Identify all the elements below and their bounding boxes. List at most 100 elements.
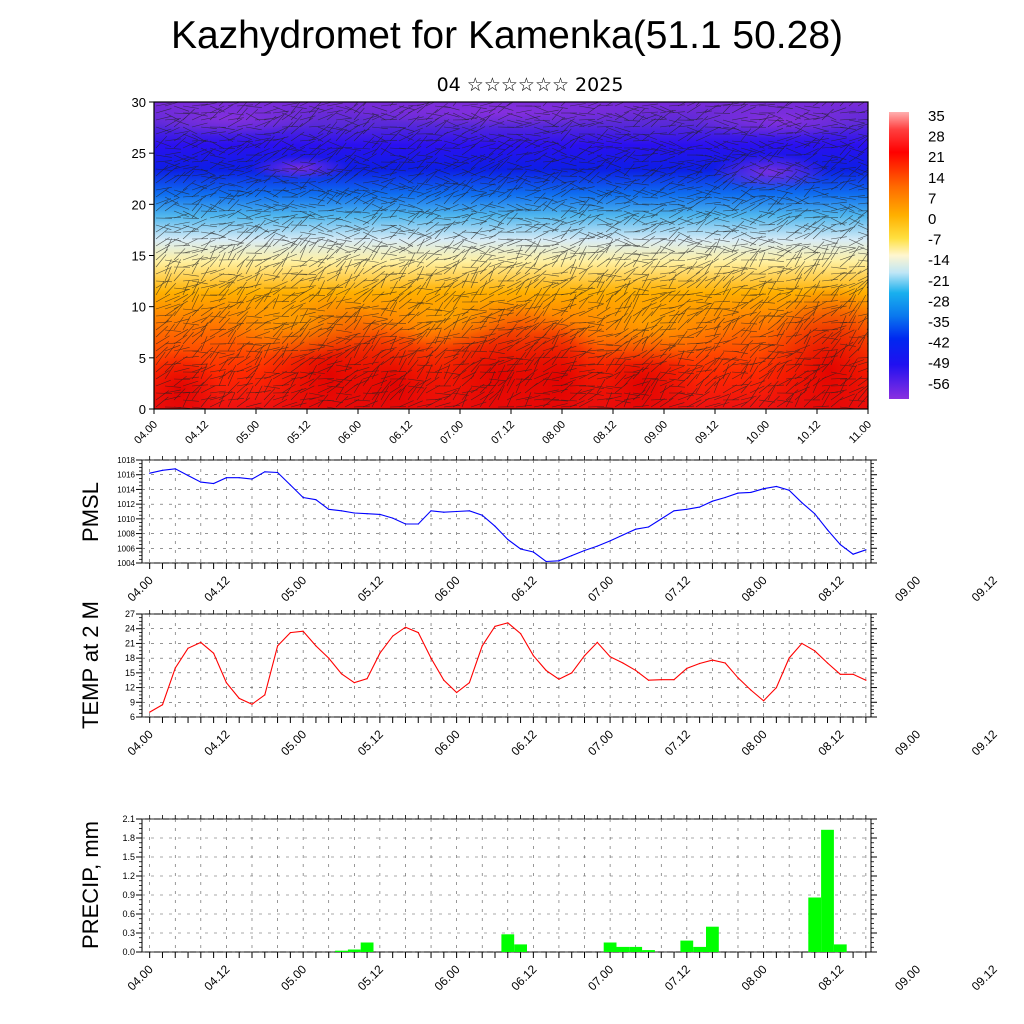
y-tick-label: 1008 (117, 530, 135, 539)
data-point (826, 662, 829, 664)
data-point (366, 513, 368, 515)
colorbar-label: -21 (928, 273, 950, 290)
y-tick-label: 9 (130, 697, 135, 707)
precip-bar (514, 944, 527, 952)
data-point (149, 472, 151, 474)
x-tick-label: 09.00 (642, 419, 670, 447)
data-point (430, 657, 432, 659)
colorbar-label: -35 (928, 314, 950, 331)
data-point (699, 662, 701, 665)
data-point (366, 678, 368, 680)
colorbar-labels: 35 28 21 14 7 0 -7 -14 -21 -28 -35 -42 -49 -56 (928, 108, 950, 393)
y-tick-label: 0.3 (122, 928, 135, 938)
data-point (673, 510, 675, 512)
data-point (571, 672, 573, 674)
colorbar-label: -42 (928, 335, 950, 352)
x-tick-label: 08.12 (591, 419, 619, 447)
colorbar: 35 28 21 14 7 0 -7 -14 -21 -28 -35 -42 -49 -56 (889, 108, 950, 399)
data-point (609, 656, 611, 658)
data-point (225, 477, 227, 479)
colorbar-label: 0 (928, 211, 936, 228)
x-tick-label: 06.12 (508, 727, 539, 758)
panel-frame (141, 459, 872, 564)
x-tick-label: 04.12 (201, 573, 232, 604)
cross-section-y-axis: 0 5 10 15 20 25 30 (132, 95, 154, 417)
data-point (839, 673, 841, 675)
y-tick-label: 20 (132, 197, 146, 212)
data-point (238, 697, 240, 700)
precip-bar (335, 950, 348, 952)
y-tick-label: 0.0 (122, 947, 135, 957)
data-point (379, 513, 381, 516)
data-point (443, 511, 445, 513)
colorbar-label: 7 (928, 190, 936, 207)
x-tick-label: 06.00 (432, 727, 463, 758)
x-tick-label: 07.12 (662, 727, 693, 758)
data-point (558, 560, 560, 562)
data-point (788, 657, 790, 659)
data-point (251, 478, 253, 480)
x-tick-label: 10.00 (744, 419, 772, 447)
data-point (865, 549, 867, 551)
data-point (801, 502, 803, 504)
x-tick-label: 05.00 (278, 962, 309, 993)
x-tick-label: 04.12 (201, 727, 232, 758)
x-tick-label: 09.00 (892, 962, 923, 993)
data-point (545, 560, 547, 563)
x-tick-label: 09.12 (693, 419, 721, 447)
colorbar-label: -49 (928, 355, 950, 372)
x-tick-label: 06.00 (432, 573, 463, 604)
x-tick-label: 07.00 (585, 727, 616, 758)
y-tick-label: 1.5 (122, 852, 135, 862)
data-point (213, 482, 215, 485)
data-point (174, 667, 176, 669)
x-tick-label: 07.00 (438, 419, 466, 447)
x-tick-label: 06.12 (387, 419, 415, 447)
y-tick-label: 1.8 (122, 833, 135, 843)
data-point (814, 513, 816, 515)
data-point (609, 540, 611, 542)
colorbar-label: -14 (928, 252, 950, 269)
data-point (315, 499, 317, 501)
y-tick-label: 2.1 (122, 814, 135, 824)
data-point (187, 647, 189, 649)
data-point (404, 626, 407, 628)
y-tick-label: 0.6 (122, 909, 135, 919)
precip-bar (706, 926, 719, 952)
data-point (353, 682, 355, 684)
x-tick-label: 06.12 (508, 962, 539, 993)
y-axis-label: PMSL (78, 482, 103, 542)
data-point (686, 508, 688, 510)
data-point (417, 632, 419, 634)
x-tick-label: 07.00 (585, 962, 616, 993)
data-point (852, 673, 854, 675)
wind-barbs (155, 102, 868, 409)
data-point (404, 523, 407, 525)
x-tick-label: 08.00 (739, 962, 770, 993)
data-point (583, 655, 586, 657)
data-point (302, 496, 304, 499)
data-point (187, 474, 189, 477)
data-point (763, 700, 765, 702)
precip-bar (833, 944, 847, 952)
y-tick-label: 10 (132, 300, 146, 315)
data-point (724, 662, 726, 664)
precip-bar (808, 897, 822, 952)
data-point (443, 679, 445, 681)
data-point (392, 635, 394, 637)
data-point (238, 477, 240, 479)
cross-section-x-axis: 04.00 04.12 05.00 05.12 06.00 06.12 07.00 07.12… (132, 409, 874, 447)
data-point (865, 679, 867, 681)
precip-bar (642, 950, 655, 952)
data-point (788, 489, 790, 491)
precip-bar (603, 942, 617, 952)
data-point (468, 510, 470, 512)
data-point (328, 508, 330, 510)
data-point (839, 544, 841, 546)
x-tick-label: 04.12 (201, 962, 232, 993)
x-tick-label: 04.00 (132, 419, 160, 447)
data-point (750, 689, 752, 691)
x-tick-label: 05.12 (355, 573, 386, 604)
colorbar-label: -56 (928, 376, 950, 393)
